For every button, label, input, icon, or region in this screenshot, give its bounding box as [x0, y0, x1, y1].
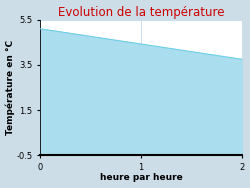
Y-axis label: Température en °C: Température en °C — [6, 40, 15, 135]
Title: Evolution de la température: Evolution de la température — [58, 6, 224, 19]
X-axis label: heure par heure: heure par heure — [100, 174, 182, 182]
